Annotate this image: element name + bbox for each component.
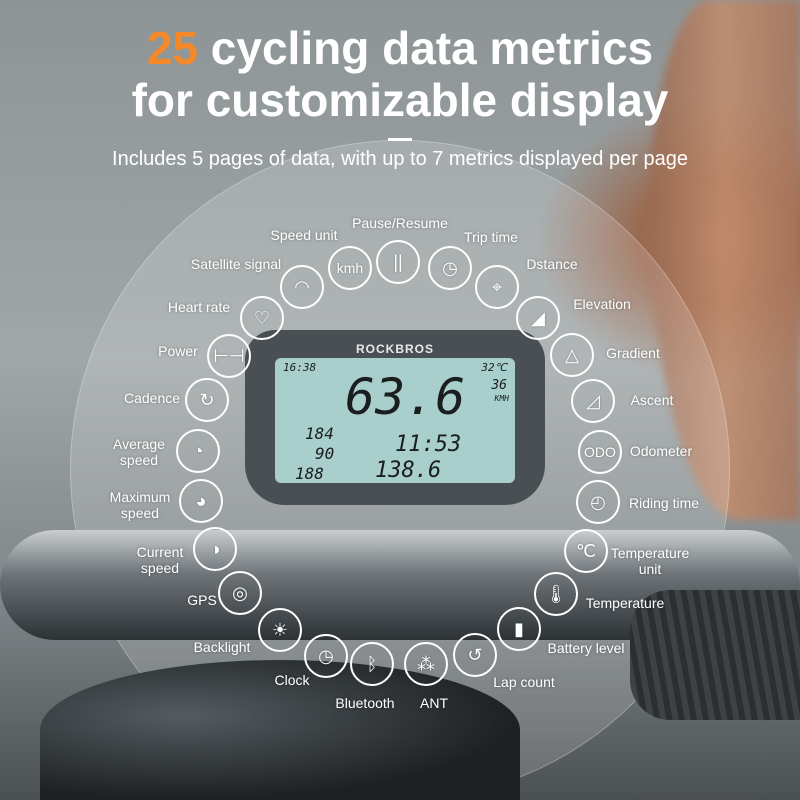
odometer-icon: ODO (578, 430, 622, 474)
lcd-screen: 16:38 32℃ 63.6 36 KMH 184 90 188 11:53 1… (275, 358, 515, 483)
maximum-speed-icon: ◕ (179, 479, 223, 523)
metric-label: Bluetooth (335, 695, 395, 711)
metric-label: Satellite signal (190, 256, 282, 272)
metric-label: Heart rate (167, 299, 231, 315)
lap-count-icon: ↺ (453, 633, 497, 677)
dumbbell-icon: ⊢⊣ (207, 334, 251, 378)
bike-computer: ROCKBROS 16:38 32℃ 63.6 36 KMH 184 90 18… (245, 330, 545, 505)
headline: 25 cycling data metrics for customizable … (0, 22, 800, 126)
metric-label: GPS (187, 592, 217, 608)
metric-label: Average speed (113, 436, 165, 468)
lcd-distance: 138.6 (375, 458, 442, 483)
lcd-heart: 184 (305, 424, 334, 443)
stopwatch-icon: ◷ (428, 246, 472, 290)
bluetooth-icon: ᛒ (350, 642, 394, 686)
metric-label: Backlight (193, 639, 251, 655)
metric-label: Gradient (606, 345, 660, 361)
battery-icon: ▮ (497, 607, 541, 651)
ant-icon: ⁂ (404, 642, 448, 686)
headline-line2: for customizable display (131, 74, 669, 126)
lcd-power: 188 (295, 464, 324, 483)
metric-label: Ascent (630, 392, 674, 408)
lcd-avg-speed: 36 (491, 378, 507, 393)
metric-label: Temperature (585, 595, 665, 611)
metric-label: Elevation (573, 296, 631, 312)
metric-label: Temperature unit (610, 545, 690, 577)
lcd-temp: 32℃ (481, 361, 507, 374)
gps-icon: ◎ (218, 571, 262, 615)
celsius-icon: ℃ (564, 529, 608, 573)
bike-stem (40, 660, 520, 800)
current-speed-icon: ◑ (193, 527, 237, 571)
clock-icon: ◷ (304, 634, 348, 678)
metric-label: Clock (274, 672, 310, 688)
metric-label: Current speed (136, 544, 184, 576)
subtitle: Includes 5 pages of data, with up to 7 m… (112, 148, 688, 170)
triangle-icon: △ (550, 333, 594, 377)
divider (388, 138, 412, 141)
metric-label: Riding time (628, 495, 700, 511)
lcd-time: 11:53 (395, 432, 462, 457)
headline-line1: cycling data metrics (198, 22, 654, 74)
wifi-signal-icon: ◠ (280, 265, 324, 309)
device-brand: ROCKBROS (355, 342, 434, 356)
lcd-clock: 16:38 (283, 361, 317, 374)
backlight-icon: ☀ (258, 608, 302, 652)
ascent-icon: ◿ (571, 379, 615, 423)
handlebar-grip (630, 590, 800, 720)
cadence-icon: ↻ (185, 378, 229, 422)
lcd-cadence: 90 (315, 444, 335, 463)
metric-label: Maximum speed (109, 489, 171, 521)
kmh-icon: kmh (328, 246, 372, 290)
metric-label: Odometer (629, 443, 693, 459)
metric-label: Cadence (123, 390, 181, 406)
lcd-unit: KMH (494, 394, 509, 403)
clock-icon: ◴ (576, 480, 620, 524)
metric-label: Trip time (464, 229, 518, 245)
lcd-speed: 63.6 (345, 368, 466, 426)
heart-rate-icon: ♡ (240, 296, 284, 340)
thermometer-icon: 🌡 (534, 572, 578, 616)
metric-label: Dstance (526, 256, 578, 272)
metric-label: Lap count (493, 674, 555, 690)
metric-label: Speed unit (270, 227, 338, 243)
pause-icon: || (376, 240, 420, 284)
headline-number: 25 (146, 22, 199, 74)
metric-label: Power (158, 343, 198, 359)
location-pin-icon: ⌖ (475, 265, 519, 309)
elevation-icon: ◢ (516, 296, 560, 340)
metric-label: Pause/Resume (352, 215, 448, 231)
metric-label: ANT (420, 695, 448, 711)
metric-label: Battery level (547, 640, 625, 656)
average-speed-icon: ◔ (176, 429, 220, 473)
